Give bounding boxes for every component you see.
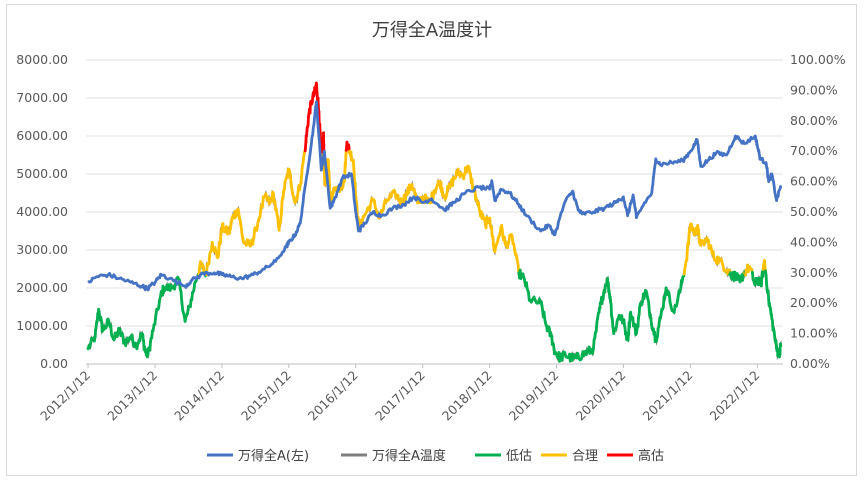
y-left-tick-label: 3000.00 — [16, 242, 68, 257]
temperature-segment — [594, 320, 599, 333]
x-tick-label: 2021/1/12 — [640, 368, 696, 424]
y-right-tick-label: 30.00% — [790, 265, 838, 280]
y-right-tick-label: 0.00% — [790, 356, 830, 371]
y-axis-right: 0.00% 10.00% 20.00% 30.00% 40.00% 50.00% 60.00… — [790, 52, 846, 371]
x-tick-label: 2013/1/12 — [104, 368, 160, 424]
legend-label: 万得全A温度 — [372, 448, 446, 464]
temperature-segment — [592, 338, 596, 351]
x-tick-label: 2019/1/12 — [506, 368, 562, 424]
y-right-tick-label: 50.00% — [790, 204, 838, 219]
chart-frame — [6, 4, 857, 476]
x-tick-label: 2014/1/12 — [171, 368, 227, 424]
temperature-segment — [516, 262, 521, 275]
temperature-segment — [300, 164, 304, 178]
temperature-segment — [764, 273, 768, 286]
temperature-segment — [760, 274, 764, 288]
x-axis: 2012/1/12 2013/1/12 2014/1/12 2015/1/12 2016… — [37, 363, 783, 424]
y-left-tick-label: 7000.00 — [16, 90, 68, 105]
temperature-segment — [685, 248, 689, 262]
temperature-segment — [148, 339, 152, 352]
legend-label: 高估 — [638, 448, 664, 464]
temperature-segment — [766, 289, 771, 302]
x-tick-label: 2022/1/12 — [707, 368, 763, 424]
legend-label: 低估 — [506, 449, 532, 464]
x-tick-label: 2017/1/12 — [372, 368, 428, 424]
temperature-segment — [667, 291, 672, 304]
y-right-tick-label: 10.00% — [790, 326, 838, 341]
temperature-line — [86, 82, 782, 362]
temperature-segment — [179, 290, 184, 304]
temperature-segment — [303, 140, 308, 153]
y-right-tick-label: 100.00% — [790, 52, 846, 67]
y-axis-left: 0.00 1000.00 2000.00 3000.00 4000.00 5000.00 6… — [16, 52, 68, 371]
legend-label: 万得全A(左) — [238, 448, 309, 464]
y-left-tick-label: 8000.00 — [16, 52, 68, 67]
y-left-tick-label: 1000.00 — [16, 318, 68, 333]
temperature-segment — [288, 173, 293, 186]
x-tick-label: 2012/1/12 — [37, 368, 93, 424]
x-tick-label: 2015/1/12 — [238, 368, 294, 424]
legend-label: 合理 — [572, 449, 598, 464]
y-left-tick-label: 6000.00 — [16, 128, 68, 143]
y-right-tick-label: 70.00% — [790, 143, 838, 158]
y-left-tick-label: 4000.00 — [16, 204, 68, 219]
y-right-tick-label: 90.00% — [790, 82, 838, 97]
temperature-segment — [207, 252, 212, 266]
y-left-tick-label: 0.00 — [40, 356, 68, 371]
temperature-segment — [636, 316, 640, 328]
y-left-tick-label: 2000.00 — [16, 280, 68, 295]
index-line — [87, 100, 783, 292]
y-left-tick-label: 5000.00 — [16, 166, 68, 181]
x-tick-label: 2016/1/12 — [305, 368, 361, 424]
y-right-tick-label: 80.00% — [790, 113, 838, 128]
x-tick-label: 2018/1/12 — [439, 368, 495, 424]
temperature-segment — [490, 225, 494, 238]
y-right-tick-label: 20.00% — [790, 295, 838, 310]
y-right-tick-label: 60.00% — [790, 174, 838, 189]
x-tick-label: 2020/1/12 — [573, 368, 629, 424]
legend: 万得全A(左) 万得全A温度 低估 合理 高估 — [207, 448, 664, 464]
y-right-tick-label: 40.00% — [790, 234, 838, 249]
temperature-segment — [279, 200, 284, 215]
temperature-segment — [260, 195, 265, 209]
temperature-segment — [153, 313, 158, 326]
temperature-segment — [491, 235, 495, 248]
chart-title: 万得全A温度计 — [372, 20, 492, 41]
plot-area — [86, 81, 783, 363]
